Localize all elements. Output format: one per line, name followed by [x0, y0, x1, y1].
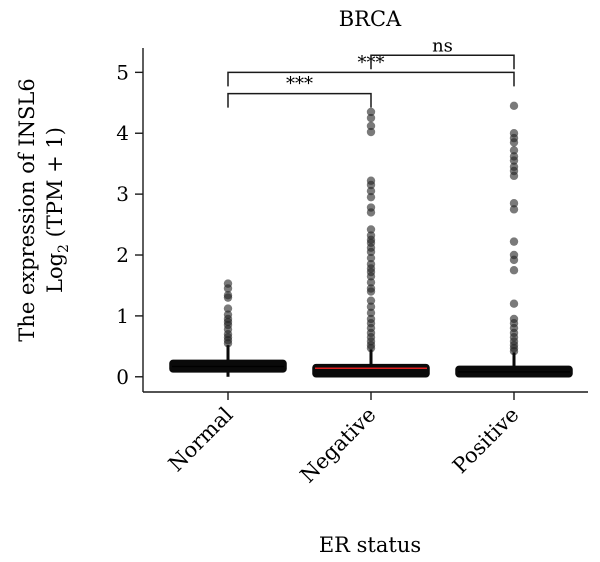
outlier-points [223, 101, 519, 356]
y-axis-label: The expression of INSL6 Log2 (TPM + 1) [15, 78, 72, 341]
outlier-point [366, 314, 376, 324]
outlier-point [366, 121, 376, 131]
outlier-point [366, 259, 376, 269]
outlier-point [509, 146, 519, 155]
outlier-point [366, 203, 376, 212]
y-axis-label-unit: (TPM + 1) [43, 127, 67, 244]
outlier-point [366, 231, 376, 240]
box-negative [312, 363, 430, 378]
outlier-point [509, 101, 519, 111]
chart-title: BRCA [339, 7, 402, 31]
significance-label: *** [286, 74, 313, 95]
significance-brackets: ******ns [227, 35, 515, 108]
outlier-point [366, 308, 376, 318]
outlier-point [509, 314, 519, 324]
x-axis-label: ER status [319, 533, 421, 557]
outlier-point [366, 176, 376, 185]
significance-bracket [370, 54, 515, 70]
y-axis-label-line2: Log2 (TPM + 1) [43, 127, 72, 293]
outlier-point [223, 310, 233, 319]
outlier-point [366, 278, 376, 287]
x-ticks: Normal Negative Positive [164, 392, 524, 488]
y-axis-label-log: Log [43, 253, 67, 293]
outlier-point [509, 237, 519, 246]
outlier-point [366, 113, 376, 123]
y-tick-label: 5 [116, 60, 129, 84]
y-tick-label: 4 [116, 121, 129, 145]
y-tick-label: 3 [116, 182, 129, 206]
outlier-point [509, 266, 519, 275]
outlier-point [509, 299, 519, 308]
outlier-point [366, 284, 376, 293]
outlier-point [366, 296, 376, 305]
outlier-point [223, 304, 233, 313]
significance-bracket [227, 71, 515, 87]
y-ticks: 0 1 2 3 4 5 [116, 60, 143, 389]
outlier-point [366, 192, 376, 202]
outlier-point [509, 152, 519, 161]
outlier-point [366, 186, 376, 196]
x-tick-label: Negative [296, 403, 381, 488]
x-tick-label: Normal [164, 402, 238, 476]
outlier-point [366, 302, 376, 311]
outlier-point [366, 225, 376, 234]
outlier-point [223, 290, 233, 300]
boxes [169, 345, 573, 378]
outlier-point [509, 205, 519, 214]
axes [142, 48, 588, 393]
x-tick-label: Positive [448, 403, 524, 479]
outlier-point [509, 199, 519, 208]
outlier-point [366, 107, 376, 117]
y-tick-label: 2 [116, 243, 129, 267]
outlier-point [509, 129, 519, 138]
outlier-point [509, 250, 519, 260]
outlier-point [366, 127, 376, 137]
outlier-point [509, 162, 519, 171]
y-axis-label-line1: The expression of INSL6 [15, 78, 39, 341]
significance-bracket [227, 92, 372, 108]
outlier-point [223, 279, 233, 288]
y-tick-label: 1 [116, 304, 129, 328]
y-axis-label-subscript: 2 [56, 244, 72, 253]
outlier-point [366, 253, 376, 263]
y-tick-label: 0 [116, 365, 129, 389]
significance-label: ns [432, 35, 453, 56]
